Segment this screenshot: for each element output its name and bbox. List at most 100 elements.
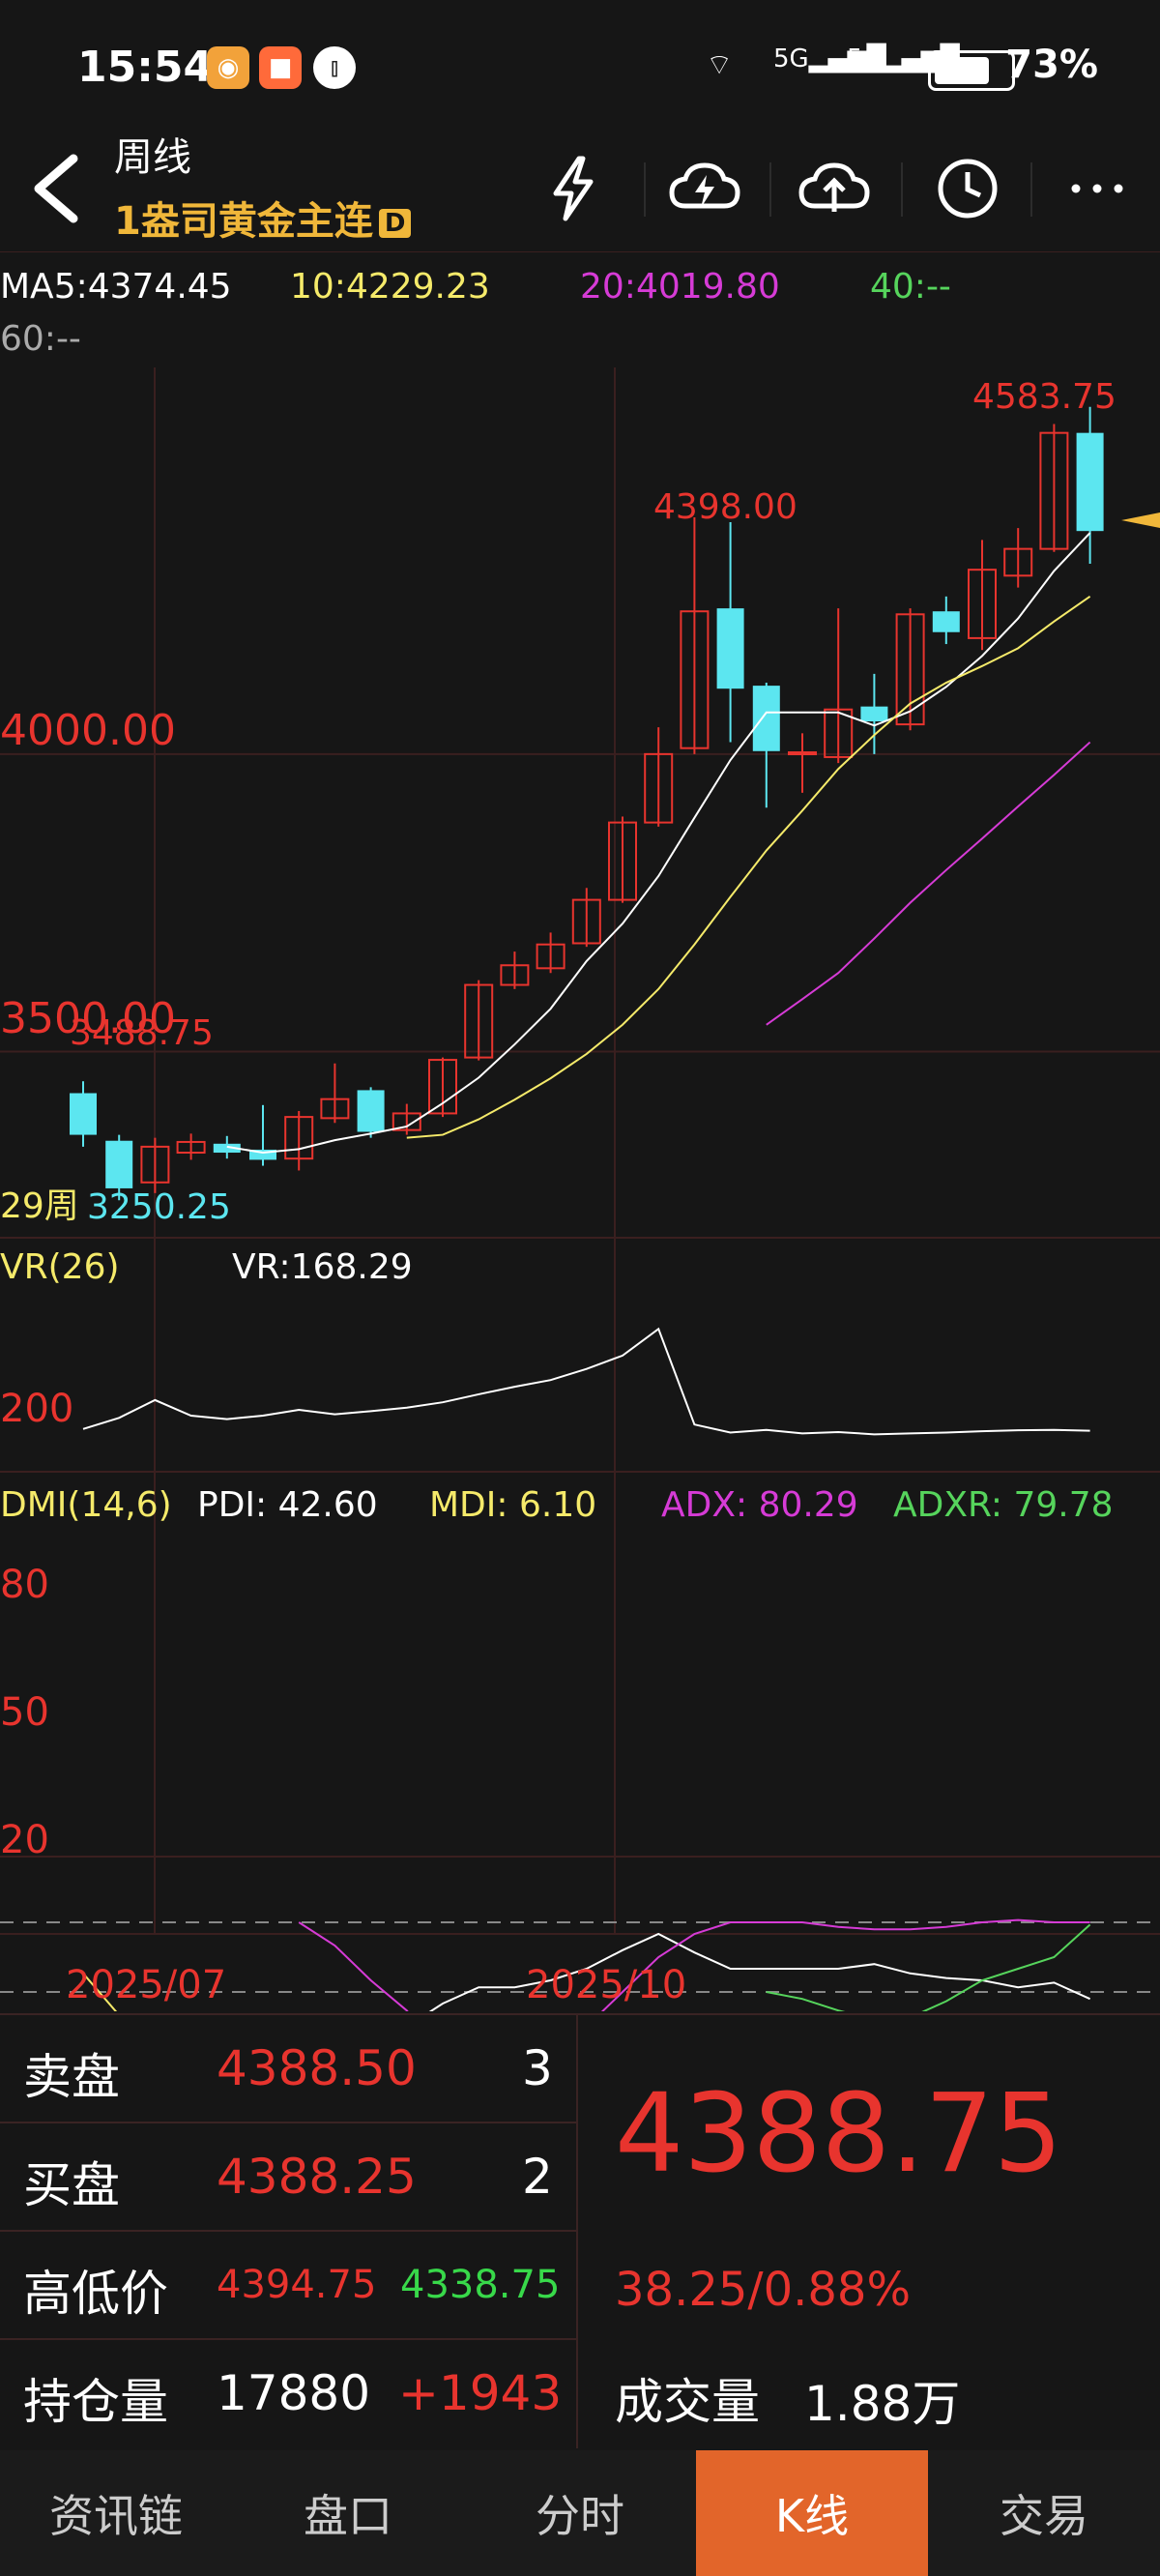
tab-order-book[interactable]: 盘口 xyxy=(304,2490,392,2542)
flash-button[interactable] xyxy=(530,145,617,232)
ma5-line xyxy=(226,532,1091,1155)
buy-qty: 2 xyxy=(522,2149,553,2205)
tab-intraday[interactable]: 分时 xyxy=(536,2490,624,2542)
candle-body xyxy=(644,752,674,824)
left-high-label: 3488.75 xyxy=(70,1013,214,1053)
candle-body xyxy=(1076,432,1104,532)
ma20-line xyxy=(766,741,1091,1026)
sell-label: 卖盘 xyxy=(23,2049,120,2105)
candle-body xyxy=(213,1143,241,1154)
lightning-icon xyxy=(553,156,594,221)
ma60-value: 60:-- xyxy=(0,319,81,359)
candle-body xyxy=(571,898,601,945)
price-change: 38.25/0.88% xyxy=(615,2263,912,2317)
candle-body xyxy=(716,608,744,689)
clock-icon xyxy=(938,159,998,219)
high-low-label: 高低价 xyxy=(23,2266,168,2322)
vr-value: VR:168.29 xyxy=(232,1247,413,1287)
instrument-badge: D xyxy=(378,209,412,238)
kline-chart[interactable] xyxy=(0,251,1160,2011)
dmi-title[interactable]: DMI(14,6) xyxy=(0,1485,172,1525)
buy-price: 4388.25 xyxy=(217,2149,417,2205)
bottom-tab-bar xyxy=(0,2450,1160,2576)
ma20-value: 20:4019.80 xyxy=(580,267,780,307)
candle-body xyxy=(788,751,817,756)
instrument-name: 1盎司黄金主连 xyxy=(114,199,373,244)
candle-body xyxy=(968,569,997,639)
volume-label: 成交量 xyxy=(615,2374,760,2430)
battery-icon xyxy=(928,50,1015,91)
divider xyxy=(1030,162,1032,217)
high-price-label: 4583.75 xyxy=(972,377,1116,417)
level-4000-label: 4000.00 xyxy=(0,706,176,755)
ma10-line xyxy=(406,596,1091,1139)
candle-body xyxy=(70,1093,97,1135)
quote-panel: 卖盘 4388.50 3 买盘 4388.25 2 高低价 4394.75 43… xyxy=(0,2013,1160,2448)
candle-body xyxy=(392,1112,421,1131)
day-high: 4394.75 xyxy=(217,2263,377,2307)
dmi-indicator xyxy=(0,1918,1160,2011)
ma5-value: MA5:4374.45 xyxy=(0,267,232,307)
page-title[interactable]: 1盎司黄金主连 D xyxy=(114,190,412,246)
candle-body xyxy=(608,821,637,901)
volume-value: 1.88万 xyxy=(804,2376,961,2432)
cloud-lightning-icon xyxy=(669,162,740,209)
candle-body xyxy=(140,1145,170,1184)
candle-body xyxy=(536,943,566,970)
dmi-level-50: 50 xyxy=(0,1690,49,1735)
chart-area[interactable] xyxy=(0,253,1160,2013)
page-subtitle: 周线 xyxy=(114,135,191,180)
candle-body xyxy=(1003,547,1033,577)
cloud-upload-icon xyxy=(798,162,870,212)
candle-body xyxy=(105,1140,133,1188)
pdi-line xyxy=(428,1932,1091,2011)
candle-body xyxy=(284,1116,314,1160)
status-time: 15:54 xyxy=(77,43,214,92)
low-price-label: 3250.25 xyxy=(87,1187,231,1227)
ma40-value: 40:-- xyxy=(870,267,951,307)
date-label-jul: 2025/07 xyxy=(66,1963,227,2007)
mdi-value: MDI: 6.10 xyxy=(429,1485,597,1525)
vr-level-label: 200 xyxy=(0,1387,74,1431)
candle-body xyxy=(249,1149,276,1160)
divider xyxy=(644,162,646,217)
tab-kline[interactable]: K线 xyxy=(696,2450,928,2576)
candle-body xyxy=(428,1059,457,1115)
adxr-line xyxy=(766,1923,1091,2011)
tab-trade[interactable]: 交易 xyxy=(1000,2490,1088,2542)
weibo-icon: ◉ xyxy=(207,46,249,89)
battery-percent: 73% xyxy=(1005,43,1098,87)
pdi-value: PDI: 42.60 xyxy=(197,1485,378,1525)
candle-body xyxy=(824,708,854,758)
cloud-upload-button[interactable] xyxy=(791,145,878,232)
level-3500-label: 3500.00 xyxy=(0,994,176,1043)
dmi-level-80: 80 xyxy=(0,1563,49,1607)
candle-body xyxy=(500,964,530,986)
candle-body xyxy=(932,611,960,632)
buy-label: 买盘 xyxy=(23,2157,120,2213)
open-interest-change: +1943 xyxy=(398,2365,563,2421)
candle-body xyxy=(320,1098,350,1120)
more-icon xyxy=(1071,184,1123,193)
candle-body xyxy=(752,686,780,751)
open-interest-label: 持仓量 xyxy=(23,2374,168,2430)
candle-body xyxy=(895,613,925,726)
history-button[interactable] xyxy=(924,145,1011,232)
tab-news-chain[interactable]: 资讯链 xyxy=(49,2490,183,2542)
ma-lines-group xyxy=(226,532,1091,1155)
candle-body xyxy=(357,1090,385,1132)
day-low: 4338.75 xyxy=(400,2263,561,2307)
dmi-level-20: 20 xyxy=(0,1818,49,1862)
stock-app-icon: ⫾ xyxy=(313,46,356,89)
sell-qty: 3 xyxy=(522,2040,553,2096)
last-price: 4388.75 xyxy=(615,2071,1063,2197)
open-interest: 17880 xyxy=(217,2365,371,2421)
more-button[interactable] xyxy=(1054,145,1141,232)
adxr-value: ADXR: 79.78 xyxy=(893,1485,1114,1525)
vr-title[interactable]: VR(26) xyxy=(0,1247,120,1287)
cloud-sync-button[interactable] xyxy=(661,145,748,232)
date-label-oct: 2025/10 xyxy=(526,1963,687,2007)
vr-indicator xyxy=(82,1327,1090,1436)
back-button[interactable] xyxy=(23,145,91,232)
candle-body xyxy=(1039,431,1069,550)
